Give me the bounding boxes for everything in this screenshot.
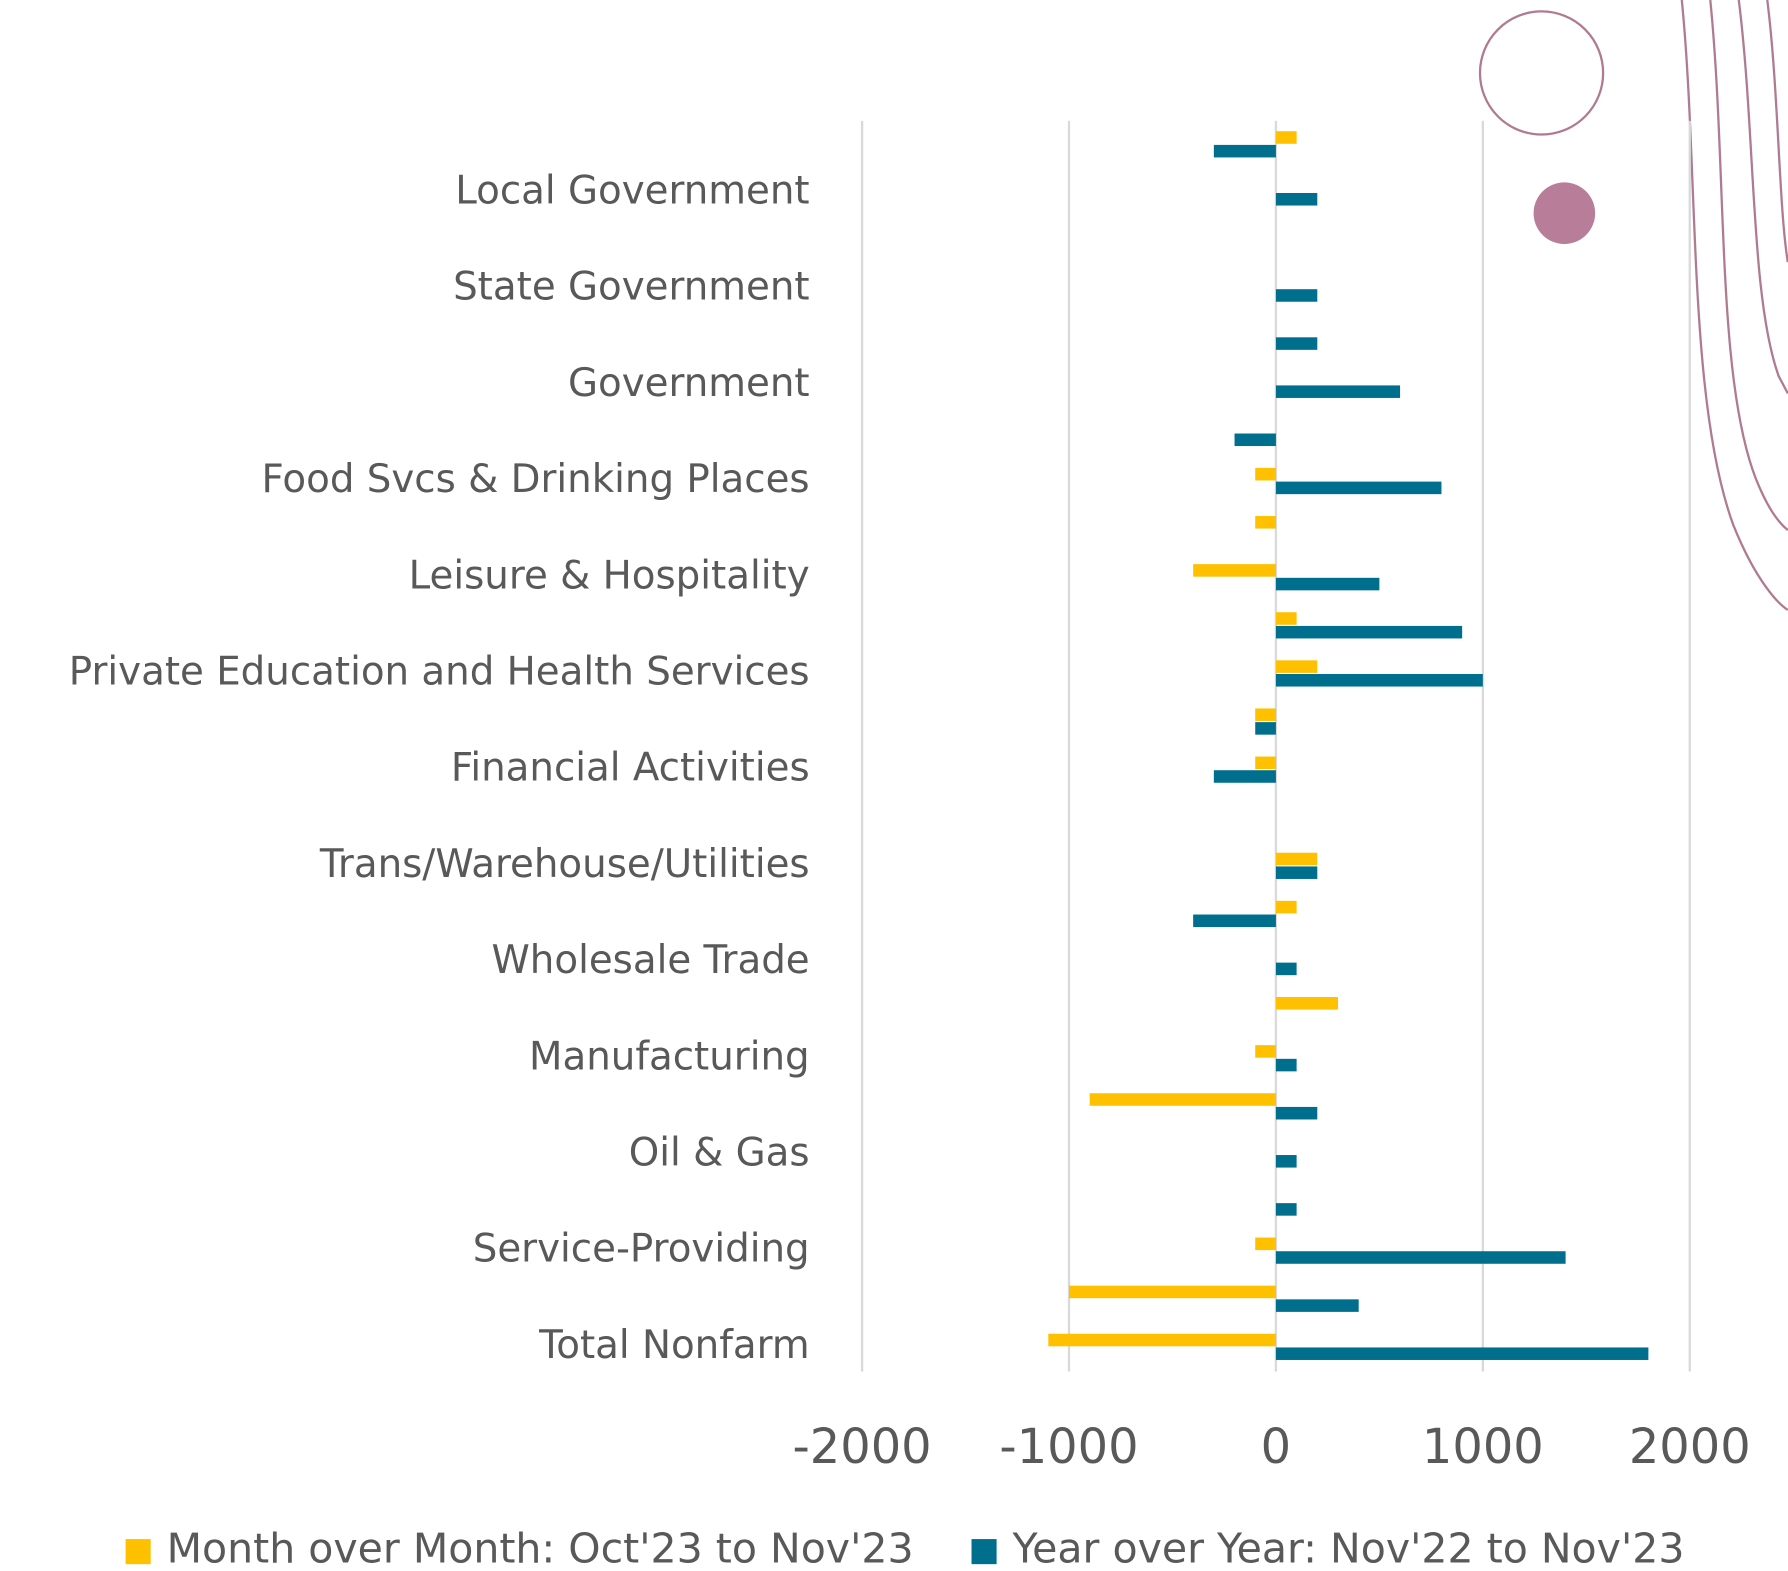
decor-curve	[1737, 0, 1788, 394]
y-tick-label: Manufacturing	[529, 1034, 810, 1079]
bar	[1275, 337, 1318, 350]
bar	[1275, 866, 1318, 879]
bar	[1275, 1106, 1318, 1120]
bar	[1255, 467, 1276, 481]
bar	[1255, 1045, 1276, 1058]
bar	[1234, 433, 1276, 447]
y-tick-label: Financial Activities	[451, 746, 810, 791]
bar	[1275, 997, 1338, 1010]
bar	[1213, 144, 1276, 158]
bar	[1255, 516, 1276, 529]
y-tick-label: Wholesale Trade	[491, 938, 809, 983]
bar	[1048, 1333, 1276, 1347]
bar	[1275, 625, 1463, 639]
bar	[1275, 1203, 1297, 1216]
y-tick-label: Private Education and Health Services	[69, 650, 810, 695]
bar	[1255, 722, 1276, 735]
bar	[1275, 192, 1318, 206]
bar	[1275, 660, 1318, 673]
bar	[1068, 1285, 1276, 1299]
bar	[1275, 612, 1297, 625]
legend-label: Month over Month: Oct'23 to Nov'23	[167, 1525, 914, 1571]
bar	[1193, 914, 1276, 928]
bar	[1275, 1058, 1297, 1072]
legend-swatch	[125, 1539, 151, 1565]
decor-curve	[1680, 0, 1788, 611]
bar	[1193, 564, 1276, 577]
bar	[1275, 900, 1297, 914]
y-tick-label: Total Nonfarm	[538, 1323, 809, 1368]
y-tick-label: Government	[568, 361, 810, 406]
y-tick-label: State Government	[453, 265, 810, 310]
bar	[1275, 1155, 1297, 1168]
bar	[1275, 1251, 1566, 1264]
bar	[1275, 289, 1318, 302]
y-tick-label: Food Svcs & Drinking Places	[262, 457, 810, 502]
x-tick-label: -1000	[999, 1420, 1138, 1475]
x-tick-label: -2000	[793, 1420, 932, 1475]
bar	[1275, 674, 1483, 687]
y-tick-label: Local Government	[455, 168, 809, 213]
bar	[1089, 1093, 1276, 1106]
bar	[1255, 708, 1276, 721]
y-tick-label: Trans/Warehouse/Utilities	[319, 842, 810, 887]
bar	[1275, 385, 1401, 398]
x-tick-label: 0	[1261, 1420, 1291, 1475]
legend-label: Year over Year: Nov'22 to Nov'23	[1012, 1525, 1685, 1571]
y-tick-label: Leisure & Hospitality	[409, 553, 810, 598]
bar	[1275, 962, 1297, 976]
decor-curve	[1709, 0, 1788, 532]
bar	[1275, 852, 1318, 866]
y-tick-label: Oil & Gas	[629, 1131, 810, 1176]
x-tick-label: 2000	[1629, 1420, 1751, 1475]
bar	[1213, 770, 1276, 783]
decor-circle	[1478, 10, 1605, 136]
decor-curve	[1766, 0, 1788, 263]
bar	[1275, 131, 1297, 144]
bar	[1275, 481, 1442, 495]
y-tick-label: Service-Providing	[473, 1227, 810, 1272]
legend-swatch	[971, 1539, 997, 1565]
bar	[1255, 756, 1276, 770]
bar	[1275, 1299, 1359, 1312]
bar	[1275, 577, 1380, 591]
bar	[1255, 1237, 1276, 1251]
decoration	[1478, 0, 1788, 611]
decor-dot	[1533, 182, 1596, 244]
bar	[1275, 1347, 1649, 1360]
x-tick-label: 1000	[1422, 1420, 1544, 1475]
